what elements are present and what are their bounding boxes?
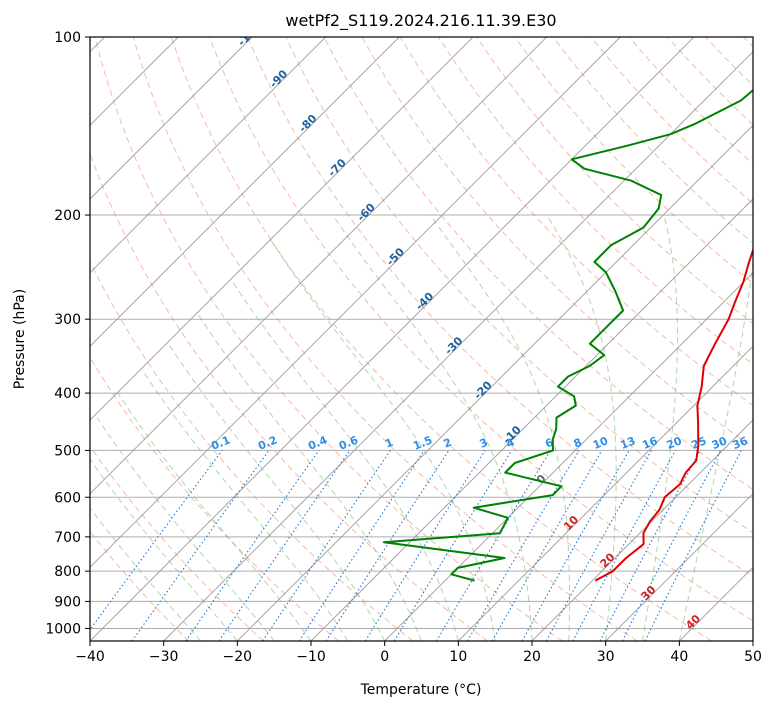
y-tick-label: 700: [54, 530, 81, 546]
y-axis-label: Pressure (hPa): [12, 289, 28, 389]
x-axis-label: Temperature (°C): [360, 682, 482, 698]
x-tick-label: 30: [597, 649, 615, 665]
y-tick-label: 200: [54, 208, 81, 224]
x-tick-label: 20: [523, 649, 541, 665]
x-tick-label: 10: [449, 649, 467, 665]
y-tick-label: 300: [54, 312, 81, 328]
y-tick-label: 800: [54, 564, 81, 580]
y-tick-label: 1000: [45, 621, 81, 637]
x-tick-label: 0: [380, 649, 389, 665]
x-tick-label: −20: [223, 649, 253, 665]
chart-title: wetPf2_S119.2024.216.11.39.E30: [285, 11, 556, 31]
x-tick-label: −30: [149, 649, 179, 665]
x-tick-label: 40: [670, 649, 688, 665]
x-tick-label: −40: [75, 649, 105, 665]
y-tick-label: 900: [54, 594, 81, 610]
x-tick-label: −10: [296, 649, 326, 665]
y-tick-label: 600: [54, 490, 81, 506]
x-tick-label: 50: [744, 649, 762, 665]
y-tick-label: 500: [54, 443, 81, 459]
y-tick-label: 100: [54, 30, 81, 46]
y-tick-label: 400: [54, 386, 81, 402]
